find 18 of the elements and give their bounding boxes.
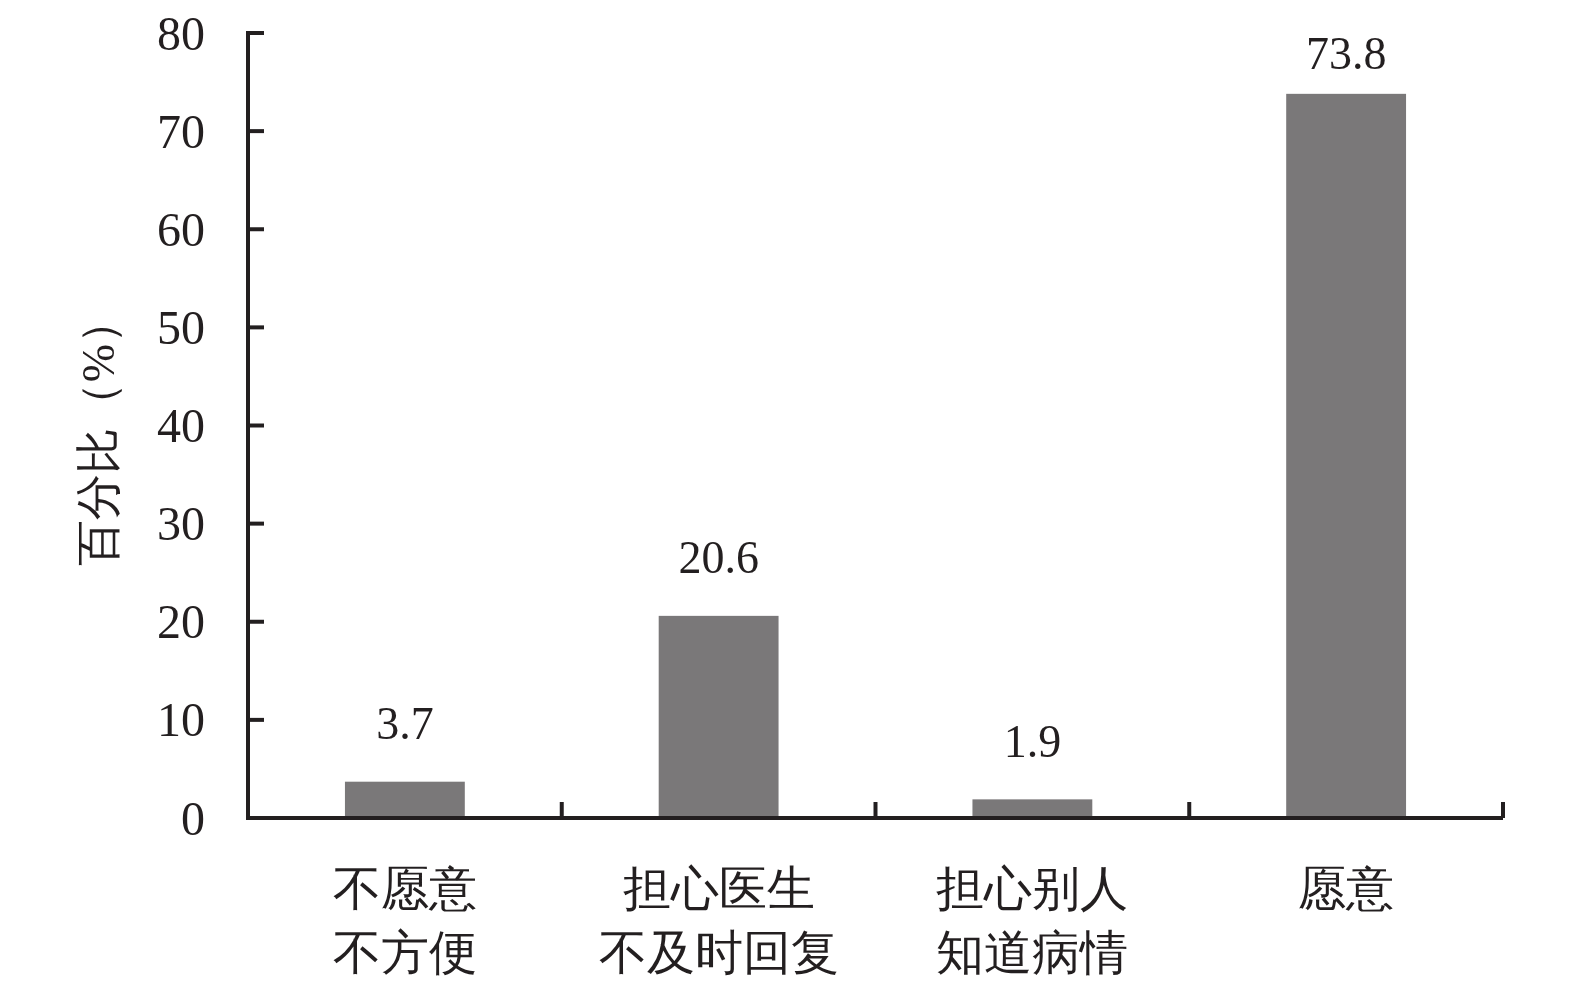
y-tick-label: 50 [157,300,205,354]
x-tick-label: 愿意 [1298,862,1395,915]
x-tick-label: 不愿意不方便 [332,862,477,979]
x-tick-label: 担心医生不及时回复 [598,862,839,979]
data-label: 73.8 [1305,27,1387,79]
y-tick-label: 80 [157,6,205,60]
data-label: 1.9 [1003,715,1062,767]
y-tick-label: 40 [157,399,205,452]
y-tick-label: 10 [157,693,205,747]
y-axis-title: 百分比（%） [72,297,124,567]
y-tick-label: 0 [181,791,205,845]
data-label: 20.6 [678,532,759,584]
x-tick-label: 担心别人知道病情 [936,862,1129,979]
y-tick-label: 20 [157,595,205,649]
y-tick-label: 70 [157,104,205,158]
y-tick-label: 60 [157,202,205,256]
y-tick-label: 30 [157,497,205,551]
data-label: 3.7 [376,698,434,750]
